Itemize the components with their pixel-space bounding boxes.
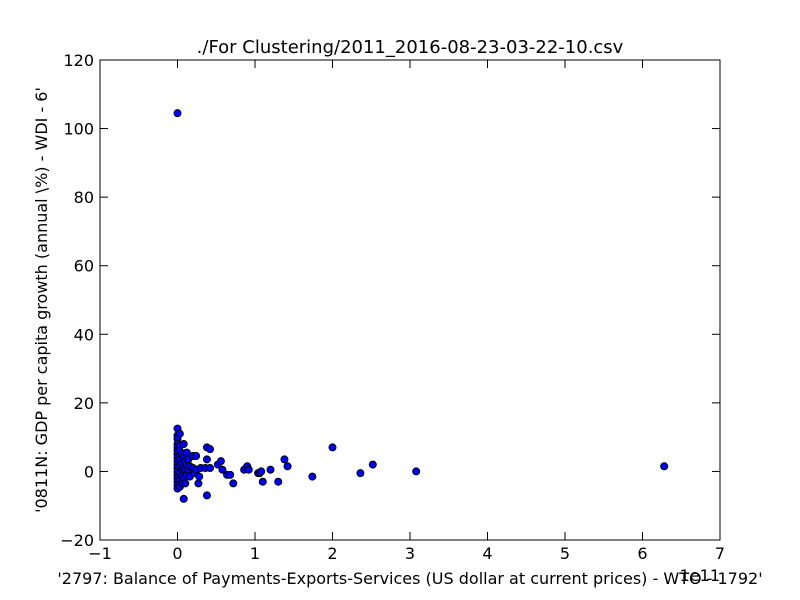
data-point [283, 462, 292, 471]
x-tick-label: 7 [715, 544, 725, 563]
data-point [660, 462, 669, 471]
x-tick-label: 6 [637, 544, 647, 563]
data-point [181, 479, 190, 488]
x-tick-label: 2 [327, 544, 337, 563]
y-tick-label: 0 [84, 462, 94, 481]
data-point [206, 464, 215, 472]
tick-labels: −1 0 1 2 3 4 5 6 7 −20 0 20 40 60 80 100 120 [60, 51, 725, 563]
plot-frame [99, 59, 721, 541]
data-point [202, 491, 211, 500]
data-point [202, 455, 211, 464]
data-point [179, 440, 188, 448]
data-point [368, 460, 377, 469]
data-point [328, 443, 337, 452]
data-point [218, 465, 227, 474]
x-tick-label: 1 [250, 544, 260, 563]
data-point [356, 469, 365, 478]
y-tick-label: 20 [74, 394, 94, 413]
y-axis-label: '0811N: GDP per capita growth (annual \%… [32, 87, 51, 513]
data-point [274, 477, 283, 486]
data-point [194, 479, 203, 488]
x-axis-label: '2797: Balance of Payments-Exports-Servi… [57, 569, 762, 588]
chart-title: ./For Clustering/2011_2016-08-23-03-22-1… [197, 37, 624, 58]
x-tick-label: 3 [405, 544, 415, 563]
x-tick-label: 5 [560, 544, 570, 563]
x-tick-label: −1 [88, 544, 112, 563]
data-point [258, 477, 267, 486]
y-tick-label: 40 [74, 325, 94, 344]
data-point [173, 109, 182, 118]
y-tick-label: −20 [60, 531, 94, 550]
y-tick-label: 80 [74, 188, 94, 207]
y-tick-label: 120 [63, 51, 94, 70]
x-axis-offset-label: 1e11 [680, 566, 720, 585]
data-point [229, 479, 238, 488]
data-point [192, 452, 201, 460]
data-point [412, 467, 421, 476]
data-point [257, 467, 266, 476]
data-point [206, 445, 215, 454]
data-point [226, 470, 235, 479]
data-points [173, 109, 669, 503]
data-point [308, 472, 317, 481]
data-point [175, 429, 184, 438]
x-tick-label: 0 [172, 544, 182, 563]
data-point [216, 457, 225, 466]
y-tick-label: 100 [63, 120, 94, 139]
data-point [280, 455, 289, 464]
data-point [266, 465, 275, 474]
data-point [179, 494, 188, 503]
data-point [195, 472, 204, 481]
x-tick-label: 4 [482, 544, 492, 563]
data-point [244, 465, 253, 474]
y-tick-label: 60 [74, 257, 94, 276]
